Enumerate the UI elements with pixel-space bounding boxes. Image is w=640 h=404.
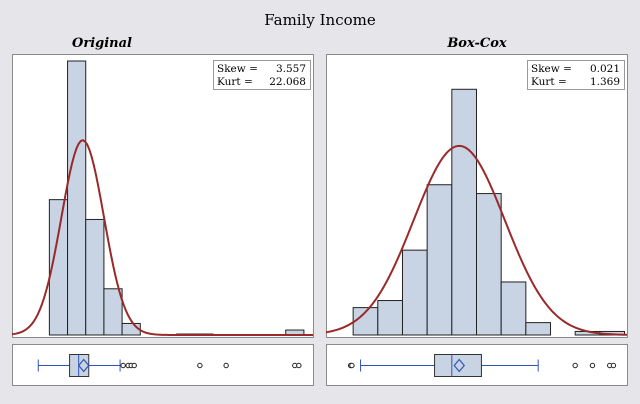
stat-value-0: 3.557 [276,63,306,75]
histogram-bar-1 [67,60,87,336]
outlier-point-5 [610,362,617,369]
stat-value-1: 1.369 [590,76,620,88]
boxplot-box [434,354,482,377]
panel-title: Box-Cox [446,36,507,51]
boxplot-mean-marker [77,358,90,373]
stat-label-1: Kurt = [531,76,567,88]
histogram-bar-7 [525,322,552,336]
panel-0: Original Skew = 3.557 Kurt = 22.068 [11,36,314,386]
outlier-point-7 [296,362,302,369]
histogram-bar-6 [500,281,527,336]
stat-label-1: Kurt = [217,76,253,88]
outlier-point-1 [349,362,355,369]
stat-value-0: 0.021 [590,63,620,75]
histogram-bar-3 [426,184,453,336]
histogram-bar-1 [377,300,403,336]
outlier-point-0 [120,362,126,369]
panel-1: Box-Cox Skew = 0.021 Kurt = 1.369 [325,36,628,386]
outlier-point-4 [197,362,203,369]
histogram-bar-2 [401,249,428,336]
outlier-point-2 [572,362,578,369]
stats-legend [213,60,311,90]
stats-legend [527,60,625,90]
histogram-bar-3 [103,288,123,336]
outlier-point-3 [131,362,137,369]
histogram-bar-5 [476,193,502,336]
histogram-bar-4 [451,88,478,336]
stat-value-1: 22.068 [269,76,306,88]
stat-label-0: Skew = [531,63,572,75]
figure-title: Family Income [264,11,376,29]
outlier-point-5 [223,362,229,369]
density-curve [11,139,313,336]
histogram-bar-2 [85,218,105,336]
panel-title: Original [72,36,132,51]
stat-label-0: Skew = [217,63,258,75]
density-curve [325,144,628,336]
outlier-point-3 [589,362,596,369]
boxplot-mean-marker [453,358,466,373]
